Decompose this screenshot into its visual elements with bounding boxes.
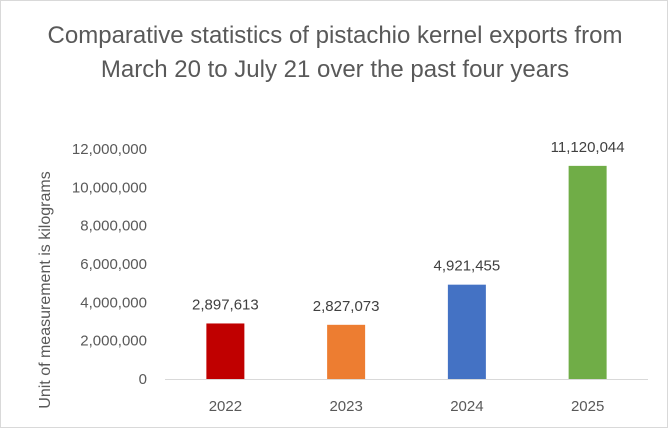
y-tick-label: 8,000,000	[80, 218, 147, 235]
x-tick-label: 2025	[571, 398, 604, 415]
bar-2022	[206, 323, 245, 379]
data-label: 4,921,455	[434, 258, 501, 275]
y-tick-label: 12,000,000	[72, 141, 147, 158]
chart-title: Comparative statistics of pistachio kern…	[47, 22, 623, 83]
y-tick-label: 6,000,000	[80, 256, 147, 273]
y-tick-label: 2,000,000	[80, 333, 147, 350]
x-tick-label: 2024	[450, 398, 483, 415]
bar-2025	[568, 165, 607, 379]
bar-2023	[327, 324, 366, 379]
data-label: 11,120,044	[551, 139, 625, 156]
data-label: 2,827,073	[313, 298, 380, 315]
y-tick-label: 10,000,000	[72, 179, 147, 196]
x-tick-label: 2022	[209, 398, 242, 415]
y-axis-label: Unit of measurement is kilograms	[37, 171, 54, 408]
y-tick-label: 4,000,000	[80, 294, 147, 311]
bar-2024	[447, 284, 486, 379]
data-label: 2,897,613	[192, 296, 259, 313]
x-tick-label: 2023	[329, 398, 362, 415]
y-tick-label: 0	[139, 371, 147, 388]
